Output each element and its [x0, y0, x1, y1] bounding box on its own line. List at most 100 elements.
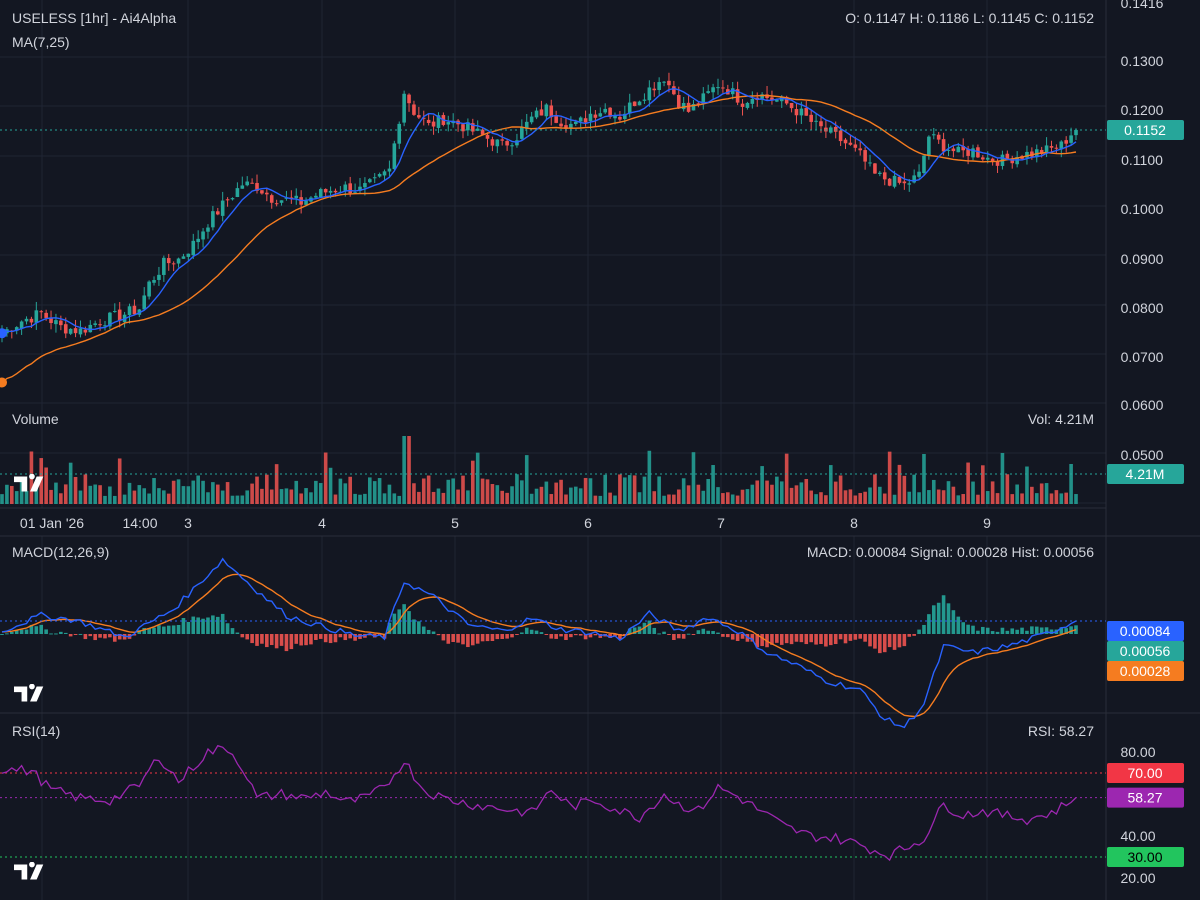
- macd-histogram-bar: [417, 621, 421, 634]
- volume-bar: [495, 485, 500, 504]
- volume-bar: [255, 476, 259, 504]
- candle-body: [814, 120, 818, 122]
- ma-legend[interactable]: MA(7,25): [12, 34, 70, 50]
- volume-bar: [613, 495, 617, 504]
- candle-body: [1049, 146, 1054, 148]
- macd-histogram-bar: [250, 634, 254, 644]
- candle-body: [721, 87, 725, 89]
- volume-bar: [220, 490, 225, 504]
- candle-body: [775, 100, 779, 102]
- macd-histogram-bar: [343, 634, 348, 641]
- candle-body: [1005, 153, 1010, 159]
- candle-body: [230, 198, 235, 200]
- candle-body: [927, 136, 931, 156]
- macd-histogram-bar: [490, 634, 495, 642]
- macd-histogram-bar: [475, 634, 480, 644]
- volume-bar: [603, 474, 608, 504]
- volume-bar: [142, 488, 147, 504]
- volume-bar: [539, 486, 544, 504]
- macd-histogram-bar: [775, 634, 779, 643]
- volume-bar: [745, 489, 750, 504]
- candle-body: [902, 181, 907, 184]
- volume-bar: [63, 484, 68, 504]
- volume-bar: [902, 475, 907, 504]
- macd-histogram-bar: [931, 605, 936, 634]
- macd-histogram-bar: [191, 616, 196, 634]
- candle-body: [961, 145, 966, 151]
- macd-histogram-bar: [117, 634, 122, 640]
- macd-histogram-bar: [176, 624, 181, 634]
- macd-histogram-bar: [34, 626, 39, 634]
- macd-histogram-bar: [564, 634, 568, 640]
- macd-histogram-bar: [632, 627, 637, 634]
- candle-body: [358, 186, 362, 191]
- candle-body: [382, 171, 387, 176]
- macd-histogram-bar: [68, 634, 73, 637]
- macd-histogram-bar: [260, 634, 264, 644]
- volume-bar: [691, 452, 696, 504]
- candle-body: [397, 123, 402, 144]
- candle-body: [667, 80, 671, 86]
- volume-bar: [652, 491, 657, 504]
- volume-bar: [559, 479, 563, 504]
- volume-bar: [657, 476, 661, 504]
- candle-body: [176, 258, 181, 264]
- macd-histogram-bar: [147, 628, 151, 634]
- macd-histogram-bar: [426, 629, 431, 634]
- volume-bar: [799, 482, 804, 504]
- volume-bar: [520, 480, 524, 504]
- volume-bar: [83, 474, 88, 504]
- volume-bar: [966, 462, 970, 504]
- macd-histogram-bar: [49, 633, 53, 635]
- volume-bar: [387, 484, 392, 504]
- macd-histogram-bar: [951, 610, 956, 634]
- volume-bar: [922, 454, 926, 504]
- macd-histogram-bar: [1039, 627, 1044, 634]
- macd-histogram-bar: [1020, 627, 1024, 634]
- volume-bar: [1044, 483, 1049, 504]
- macd-histogram-bar: [848, 634, 853, 641]
- candle-body: [941, 139, 946, 152]
- signal-line: [1, 573, 1077, 718]
- macd-histogram-bar: [662, 631, 666, 634]
- volume-bar: [1059, 493, 1064, 504]
- rsi-legend[interactable]: RSI(14): [12, 723, 61, 739]
- volume-bar: [701, 490, 706, 504]
- volume-bar: [441, 492, 446, 504]
- candle-body: [250, 182, 254, 184]
- candle-body: [279, 200, 284, 203]
- volume-bar: [14, 491, 19, 504]
- volume-bar: [117, 458, 122, 504]
- volume-legend[interactable]: Volume: [12, 411, 59, 427]
- candle-body: [495, 139, 500, 147]
- macd-histogram-bar: [549, 634, 554, 639]
- macd-histogram-bar: [529, 629, 534, 634]
- candle-body: [19, 321, 24, 329]
- volume-bar: [397, 495, 402, 504]
- candle-body: [196, 238, 200, 243]
- volume-bar: [995, 493, 1000, 504]
- candle-body: [407, 94, 411, 104]
- macd-line: [1, 557, 1077, 729]
- candle-body: [59, 320, 63, 326]
- volume-bar: [583, 477, 588, 504]
- candle-body: [613, 115, 617, 119]
- macd-histogram-bar: [201, 618, 205, 634]
- volume-bar: [878, 486, 882, 504]
- volume-bar: [662, 495, 666, 504]
- candle-body: [863, 150, 867, 162]
- macd-histogram-bar: [328, 634, 333, 644]
- macd-histogram-bar: [902, 634, 907, 647]
- volume-bar: [554, 482, 558, 504]
- volume-bar: [186, 486, 191, 504]
- candle-body: [740, 103, 745, 107]
- macd-histogram-bar: [137, 630, 142, 634]
- candle-body: [946, 149, 951, 151]
- price-tick-label: 0.1200: [1121, 102, 1164, 118]
- time-tick-label: 3: [184, 515, 192, 531]
- macd-legend[interactable]: MACD(12,26,9): [12, 544, 110, 560]
- volume-bar: [784, 453, 789, 504]
- candle-body: [304, 200, 308, 205]
- candle-body: [220, 200, 225, 216]
